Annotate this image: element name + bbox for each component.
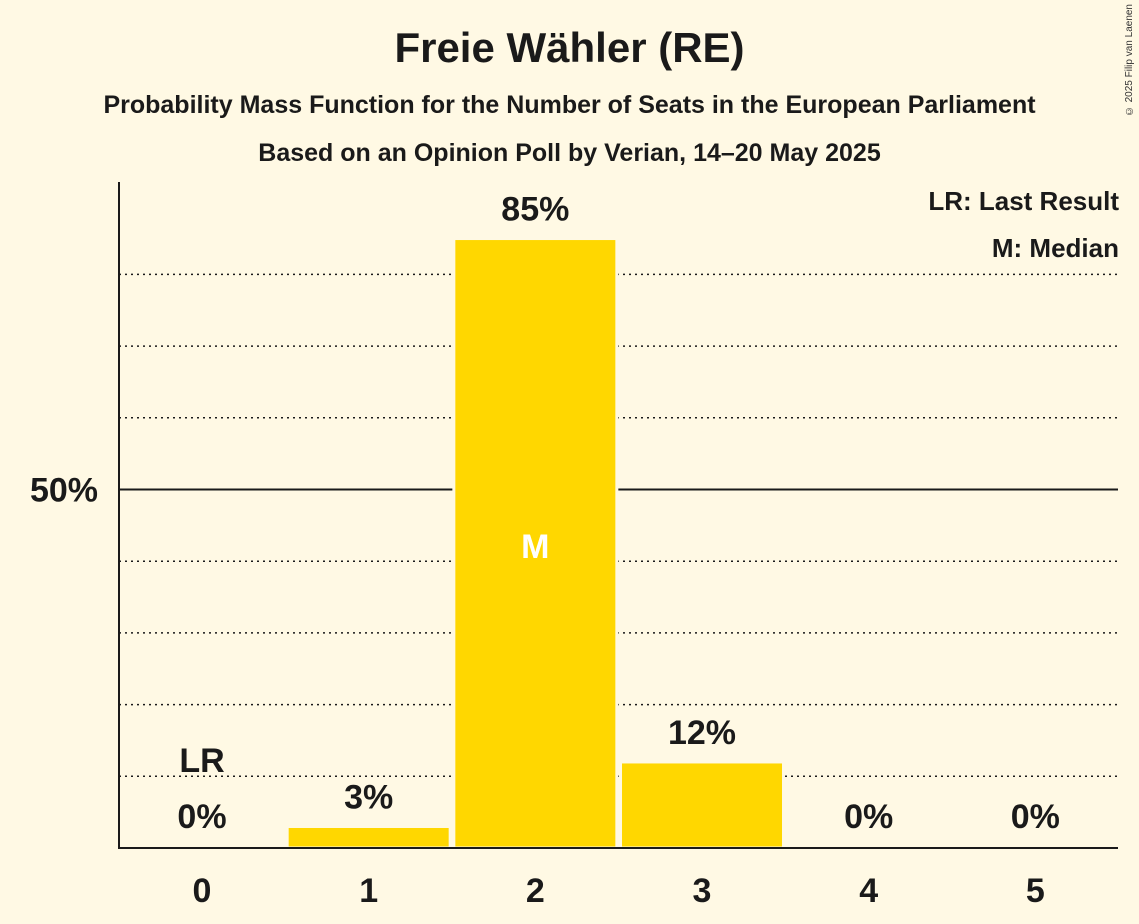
chart-title: Freie Wähler (RE)	[394, 24, 745, 71]
median-marker: M	[521, 528, 549, 566]
bar-1	[285, 824, 452, 850]
x-tick-label-4: 4	[859, 872, 878, 910]
value-label-3: 12%	[668, 714, 736, 752]
bar-2	[452, 237, 619, 850]
value-label-1: 3%	[344, 778, 393, 816]
legend-last-result: LR: Last Result	[928, 186, 1119, 216]
legend-median: M: Median	[991, 233, 1119, 263]
value-label-2: 85%	[501, 191, 569, 229]
x-tick-label-1: 1	[359, 872, 378, 910]
bar-3	[619, 760, 786, 850]
value-label-0: 0%	[177, 798, 226, 836]
chart-subtitle: Probability Mass Function for the Number…	[103, 91, 1036, 119]
value-label-4: 0%	[844, 798, 893, 836]
x-tick-label-3: 3	[693, 872, 712, 910]
x-tick-label-5: 5	[1026, 872, 1045, 910]
y-tick-label-50: 50%	[30, 472, 98, 510]
x-tick-label-2: 2	[526, 872, 545, 910]
value-label-5: 0%	[1011, 798, 1060, 836]
poll-source-line: Based on an Opinion Poll by Verian, 14–2…	[258, 139, 881, 167]
last-result-marker: LR	[179, 742, 224, 780]
x-tick-label-0: 0	[193, 872, 212, 910]
